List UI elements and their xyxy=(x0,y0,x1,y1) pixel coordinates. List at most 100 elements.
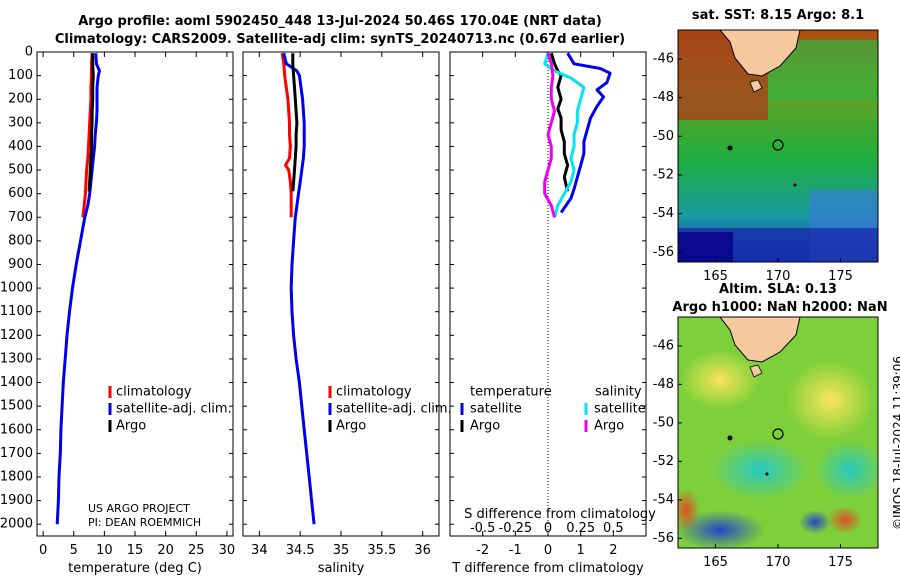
map-y-tick-label-sla: -56 xyxy=(653,531,674,546)
map-x-tick-label-sst: 165 xyxy=(703,269,728,284)
legend-label: Argo xyxy=(336,419,366,434)
y-tick-label: 0 xyxy=(25,45,33,60)
y-tick-label: 500 xyxy=(8,163,33,178)
legend-label: satellite xyxy=(470,402,522,417)
sla-map-title-1: Altim. SLA: 0.13 xyxy=(719,282,837,297)
map-x-tick-label-sst: 175 xyxy=(828,269,853,284)
series-line-satellite-adj.-clim. xyxy=(282,52,316,525)
main-title-line2: Climatology: CARS2009. Satellite-adj cli… xyxy=(54,32,626,47)
top-tick-label: -0.25 xyxy=(499,521,533,536)
x-tick-label-salinity: 34.5 xyxy=(286,543,315,558)
x-tick-label-temperature: 20 xyxy=(157,543,174,558)
x-tick-label-salinity: 34 xyxy=(251,543,268,558)
legend-label: climatology xyxy=(116,385,192,400)
y-tick-label: 1200 xyxy=(0,328,33,343)
legend-label: Argo xyxy=(470,419,500,434)
y-tick-label: 1600 xyxy=(0,422,33,437)
map-y-tick-label-sst: -52 xyxy=(653,168,674,183)
x-tick-label-salinity: 35 xyxy=(333,543,350,558)
y-tick-label: 600 xyxy=(8,186,33,201)
map-x-tick-label-sst: 170 xyxy=(766,269,791,284)
panel-frame-salinity xyxy=(242,51,440,537)
sst-map-title: sat. SST: 8.15 Argo: 8.1 xyxy=(691,8,865,23)
y-tick-label: 300 xyxy=(8,115,33,130)
map-y-tick-label-sst: -46 xyxy=(653,52,674,67)
map-x-tick-label-sla: 170 xyxy=(766,555,791,570)
map-x-tick-label-sla: 165 xyxy=(703,555,728,570)
map-y-tick-label-sst: -56 xyxy=(653,245,674,260)
top-tick-label: 0 xyxy=(544,521,552,536)
x-tick-label-temperature: 5 xyxy=(70,543,78,558)
y-tick-label: 100 xyxy=(8,68,33,83)
x-axis-label-difference: T difference from climatology xyxy=(451,561,644,576)
main-title-line1: Argo profile: aoml 5902450_448 13-Jul-20… xyxy=(78,14,602,29)
x-tick-label-difference: -1 xyxy=(509,543,522,558)
sst-argo-location xyxy=(772,139,784,151)
y-tick-label: 400 xyxy=(8,139,33,154)
series-line-t-satellite xyxy=(559,52,612,214)
legend-label: Argo xyxy=(116,419,146,434)
map-x-tick-label-sla: 175 xyxy=(828,555,853,570)
x-tick-label-salinity: 35.5 xyxy=(367,543,396,558)
x-tick-label-difference: 0 xyxy=(544,543,552,558)
sla-map xyxy=(678,317,878,548)
panel-frame-temperature xyxy=(36,51,234,537)
y-tick-label: 1500 xyxy=(0,399,33,414)
series-line-climatology xyxy=(81,53,94,218)
series-line-argo xyxy=(87,53,95,192)
credit-line-1: US ARGO PROJECT xyxy=(88,502,190,515)
x-tick-label-salinity: 36 xyxy=(414,543,431,558)
x-tick-label-difference: 1 xyxy=(577,543,585,558)
x-axis-label-temperature: temperature (deg C) xyxy=(68,561,202,576)
sla-argo-location xyxy=(772,428,784,440)
y-tick-label: 900 xyxy=(8,257,33,272)
y-tick-label: 1400 xyxy=(0,375,33,390)
x-tick-label-temperature: 25 xyxy=(188,543,205,558)
map-y-tick-label-sst: -50 xyxy=(653,129,674,144)
x-tick-label-difference: 2 xyxy=(609,543,617,558)
series-line-satellite-adj.-clim. xyxy=(55,53,101,525)
legend-label: satellite-adj. clim. xyxy=(336,402,452,417)
y-tick-label: 800 xyxy=(8,233,33,248)
y-tick-label: 700 xyxy=(8,210,33,225)
y-tick-label: 200 xyxy=(8,92,33,107)
x-tick-label-temperature: 15 xyxy=(127,543,144,558)
legend-header-salinity: salinity xyxy=(595,385,642,400)
x-tick-label-difference: -2 xyxy=(476,543,489,558)
map-y-tick-label-sla: -48 xyxy=(653,377,674,392)
sst-map xyxy=(678,30,878,262)
y-tick-label: 2000 xyxy=(0,517,33,532)
map-y-tick-label-sla: -54 xyxy=(653,492,674,507)
y-tick-label: 1000 xyxy=(0,281,33,296)
y-tick-label: 1700 xyxy=(0,446,33,461)
legend-label: Argo xyxy=(594,419,624,434)
map-y-tick-label-sla: -50 xyxy=(653,415,674,430)
series-line-climatology xyxy=(280,52,293,218)
top-tick-label: 0.5 xyxy=(603,521,624,536)
x-tick-label-temperature: 30 xyxy=(219,543,236,558)
map-y-tick-label-sla: -52 xyxy=(653,454,674,469)
top-tick-label: 0.25 xyxy=(566,521,595,536)
legend-header-temperature: temperature xyxy=(470,385,552,400)
map-y-tick-label-sst: -48 xyxy=(653,90,674,105)
credit-line-2: PI: DEAN ROEMMICH xyxy=(88,516,202,529)
y-tick-label: 1900 xyxy=(0,493,33,508)
legend-label: satellite xyxy=(594,402,646,417)
series-line-argo xyxy=(291,53,299,192)
y-tick-label: 1300 xyxy=(0,351,33,366)
top-tick-label: -0.5 xyxy=(470,521,495,536)
legend-label: climatology xyxy=(336,385,412,400)
y-tick-label: 1100 xyxy=(0,304,33,319)
x-tick-label-temperature: 0 xyxy=(39,543,47,558)
y-tick-label: 1800 xyxy=(0,469,33,484)
legend-label: satellite-adj. clim. xyxy=(116,402,232,417)
series-line-s-satellite xyxy=(543,52,586,218)
series-line-s-argo xyxy=(543,52,556,218)
top-axis-label: S difference from climatology xyxy=(464,507,656,522)
x-axis-label-salinity: salinity xyxy=(318,561,365,576)
x-tick-label-temperature: 10 xyxy=(96,543,113,558)
map-y-tick-label-sla: -46 xyxy=(653,338,674,353)
map-y-tick-label-sst: -54 xyxy=(653,206,674,221)
sla-map-title-2: Argo h1000: NaN h2000: NaN xyxy=(672,300,888,315)
